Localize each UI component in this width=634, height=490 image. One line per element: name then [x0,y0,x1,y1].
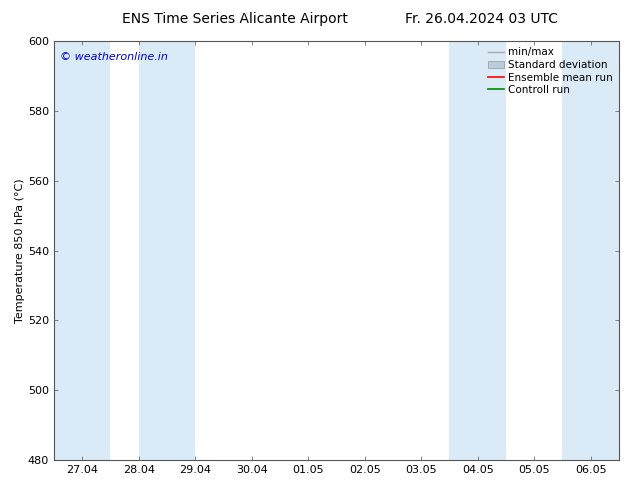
Bar [450,41,506,460]
Text: ENS Time Series Alicante Airport: ENS Time Series Alicante Airport [122,12,347,26]
Legend: min/max, Standard deviation, Ensemble mean run, Controll run: min/max, Standard deviation, Ensemble me… [484,43,617,99]
Text: © weatheronline.in: © weatheronline.in [60,51,167,62]
Text: Fr. 26.04.2024 03 UTC: Fr. 26.04.2024 03 UTC [405,12,559,26]
Bar [139,41,195,460]
Bar [562,41,619,460]
Bar [54,41,110,460]
Y-axis label: Temperature 850 hPa (°C): Temperature 850 hPa (°C) [15,178,25,323]
